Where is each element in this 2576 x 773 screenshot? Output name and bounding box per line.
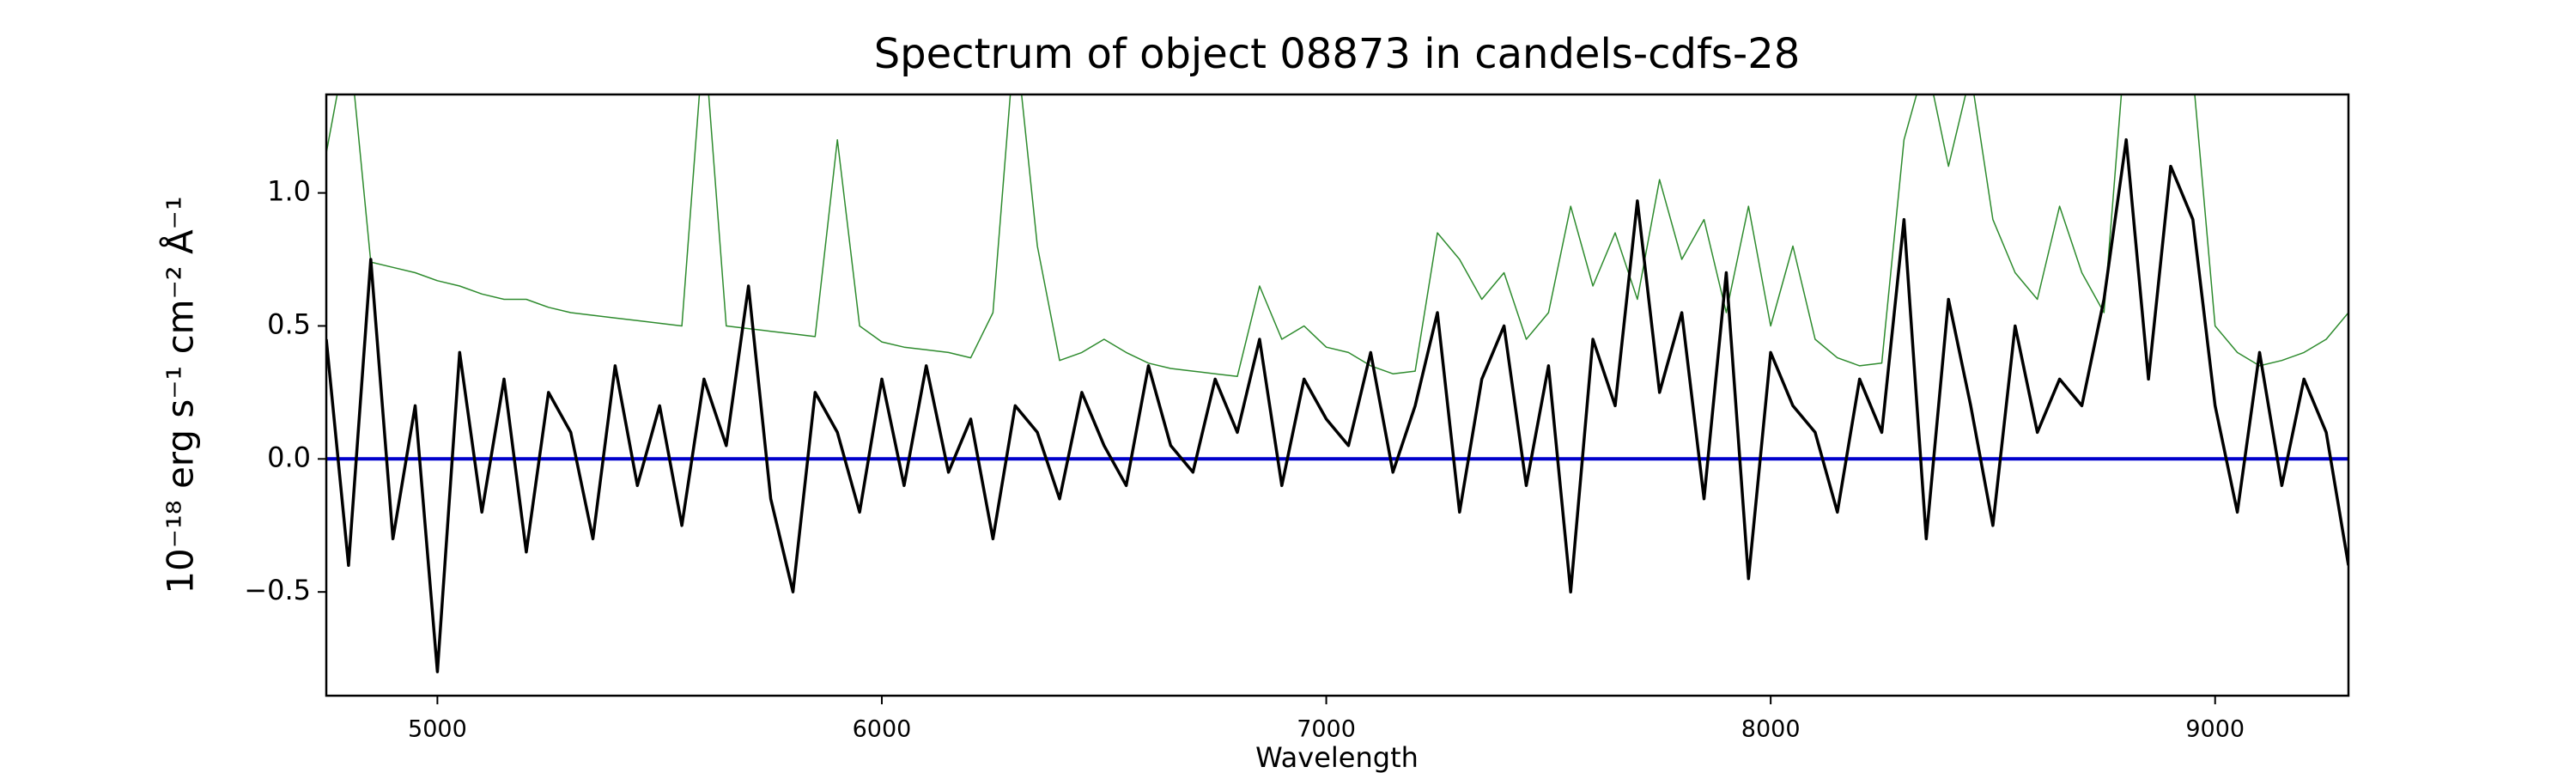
y-tick-label: 0.5 (267, 307, 311, 340)
x-tick-label: 8000 (1741, 716, 1801, 743)
series-line (326, 137, 2348, 673)
x-tick-label: 5000 (408, 716, 467, 743)
plot-frame (325, 93, 2350, 697)
y-tick-label: 0.0 (267, 441, 311, 473)
y-axis-label: 10⁻¹⁸ erg s⁻¹ cm⁻² Å⁻¹ (159, 196, 202, 593)
x-tick-label: 9000 (2185, 716, 2245, 743)
x-axis-label: Wavelength (1255, 741, 1419, 773)
series-line (326, 94, 2348, 378)
x-tick-label: 6000 (853, 716, 912, 743)
y-tick-label: 1.0 (267, 175, 311, 208)
plot-area (326, 94, 2348, 673)
y-tick-label: −0.5 (244, 574, 311, 606)
chart-title: Spectrum of object 08873 in candels-cdfs… (874, 30, 1801, 78)
x-tick-label: 7000 (1297, 716, 1356, 743)
